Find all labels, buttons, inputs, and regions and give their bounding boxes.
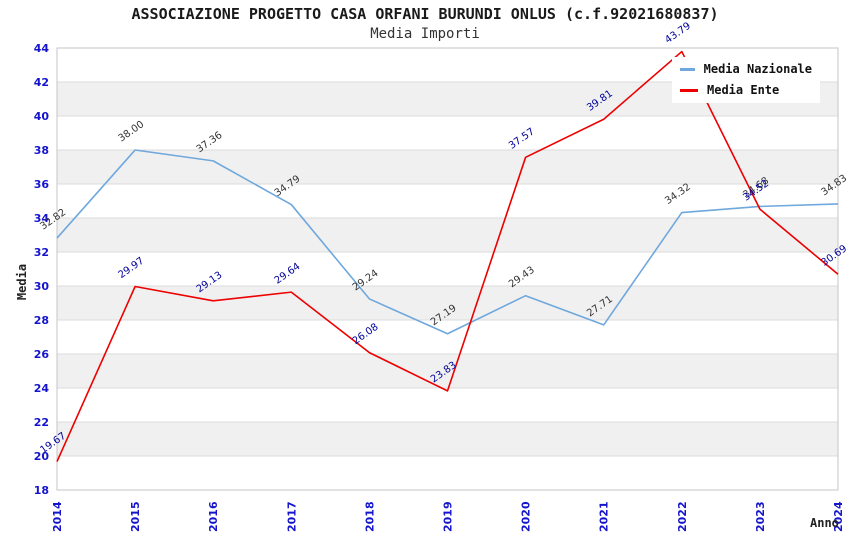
- plot-border: [56, 47, 839, 491]
- data-point-label: 29.64: [273, 261, 303, 286]
- media-ente-line-swatch: [680, 88, 698, 92]
- x-axis-tick-label: 2014: [51, 501, 64, 532]
- plot-band: [57, 218, 838, 252]
- legend-item-media-ente: Media Ente: [680, 83, 812, 97]
- chart-header: ASSOCIAZIONE PROGETTO CASA ORFANI BURUND…: [0, 5, 850, 42]
- y-axis-tick-label: 40: [34, 110, 50, 123]
- x-axis-tick-label: 2018: [363, 501, 376, 532]
- legend-label-media-ente: Media Ente: [707, 83, 780, 97]
- data-point-label: 38.00: [117, 119, 147, 144]
- x-axis-tick-label: 2022: [676, 501, 689, 532]
- y-axis-title: Media: [15, 263, 30, 301]
- y-axis-tick-label: 22: [34, 416, 49, 429]
- x-axis-tick-label: 2019: [442, 501, 455, 532]
- x-axis-tick-label: 2024: [832, 501, 845, 532]
- y-axis-tick-label: 44: [34, 42, 50, 55]
- data-point-label: 37.57: [507, 126, 537, 151]
- y-axis-tick-label: 34: [34, 212, 50, 225]
- y-axis-tick-label: 18: [34, 484, 49, 497]
- series-line-media-nazionale: [56, 149, 839, 335]
- y-axis-tick-label: 30: [34, 280, 50, 293]
- x-axis-tick-label: 2017: [285, 501, 298, 532]
- plot-band: [57, 150, 838, 184]
- y-axis-tick-label: 42: [34, 76, 49, 89]
- data-point-label: 34.32: [663, 182, 693, 207]
- y-axis-tick-label: 24: [34, 382, 50, 395]
- plot-band: [57, 354, 838, 388]
- x-axis-tick-label: 2020: [520, 501, 533, 532]
- y-axis-tick-label: 28: [34, 314, 49, 327]
- x-axis-tick-label: 2023: [754, 501, 767, 532]
- chart-legend: Media Nazionale Media Ente: [672, 57, 820, 103]
- chart-title: ASSOCIAZIONE PROGETTO CASA ORFANI BURUND…: [131, 5, 719, 23]
- x-axis-tick-label: 2016: [207, 501, 220, 532]
- y-axis-tick-label: 20: [34, 450, 50, 463]
- data-point-label: 29.97: [117, 256, 147, 281]
- chart-subtitle: Media Importi: [370, 26, 480, 42]
- x-axis-title: Anno: [810, 516, 839, 530]
- y-axis-tick-label: 36: [34, 178, 50, 191]
- plot-band: [57, 286, 838, 320]
- legend-label-media-nazionale: Media Nazionale: [703, 62, 812, 76]
- y-axis-tick-label: 38: [34, 144, 49, 157]
- legend-item-media-nazionale: Media Nazionale: [680, 62, 812, 76]
- x-axis-tick-label: 2021: [598, 501, 611, 532]
- data-point-label: 26.08: [351, 322, 381, 347]
- series-line-media-ente: [56, 50, 839, 462]
- media-nazionale-line-swatch: [680, 67, 695, 71]
- x-axis-tick-label: 2015: [129, 501, 142, 532]
- y-axis-tick-label: 32: [34, 246, 49, 259]
- plot-band: [57, 422, 838, 456]
- y-axis-tick-label: 26: [34, 348, 50, 361]
